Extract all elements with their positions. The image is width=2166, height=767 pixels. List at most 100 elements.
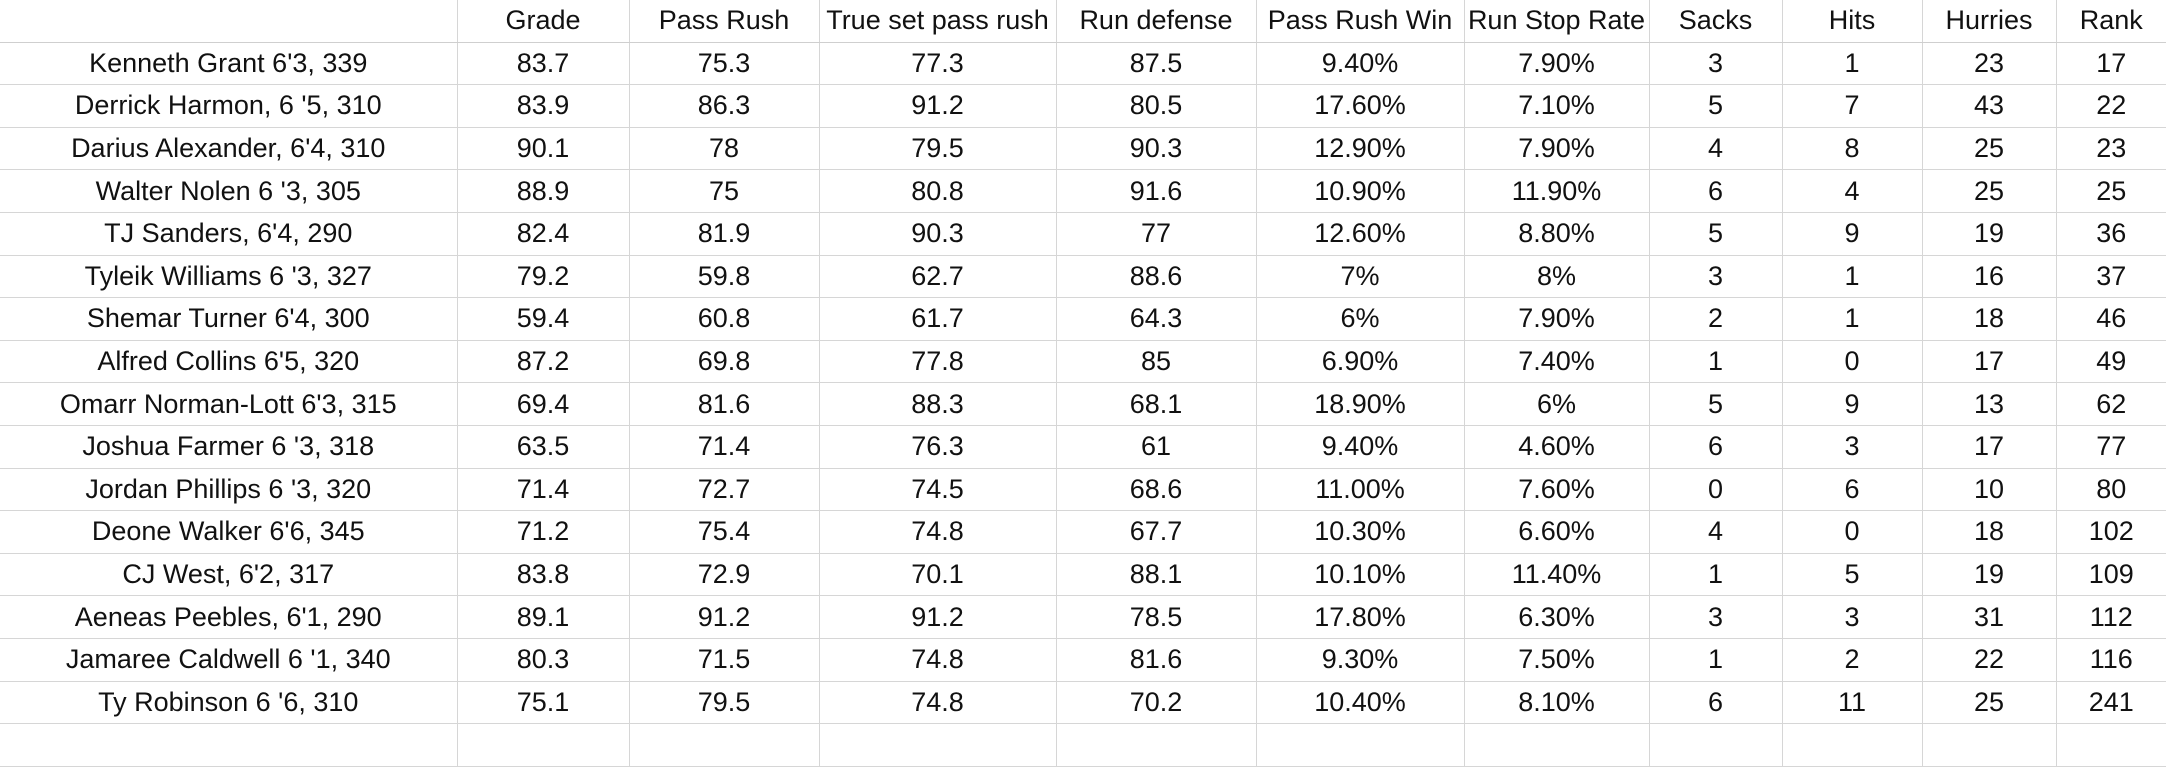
- cell-run-stop-rate[interactable]: 7.90%: [1464, 297, 1650, 341]
- cell-grade[interactable]: 83.9: [457, 84, 630, 128]
- cell-pass-rush-win[interactable]: 10.30%: [1256, 510, 1465, 554]
- cell-sacks[interactable]: 6: [1649, 425, 1783, 469]
- header-cell-pass-rush-win[interactable]: Pass Rush Win: [1256, 0, 1465, 43]
- cell-hits[interactable]: 0: [1782, 510, 1923, 554]
- cell-hits[interactable]: 1: [1782, 42, 1923, 86]
- cell-pass-rush[interactable]: 79.5: [629, 681, 820, 725]
- cell-rank[interactable]: 112: [2056, 595, 2166, 639]
- cell-run-stop-rate[interactable]: 8.80%: [1464, 212, 1650, 256]
- header-cell-name[interactable]: [0, 0, 458, 43]
- cell-pass-rush[interactable]: 75: [629, 169, 820, 213]
- cell-rank[interactable]: 17: [2056, 42, 2166, 86]
- cell-sacks[interactable]: 1: [1649, 340, 1783, 384]
- cell-rank[interactable]: 241: [2056, 681, 2166, 725]
- cell-run-defense[interactable]: 87.5: [1056, 42, 1257, 86]
- cell-rank[interactable]: 22: [2056, 84, 2166, 128]
- cell-run-stop-rate[interactable]: 6%: [1464, 382, 1650, 426]
- cell-pass-rush[interactable]: 60.8: [629, 297, 820, 341]
- cell-rank[interactable]: 25: [2056, 169, 2166, 213]
- cell-grade[interactable]: [457, 723, 630, 767]
- cell-hits[interactable]: 0: [1782, 340, 1923, 384]
- cell-pass-rush-win[interactable]: 7%: [1256, 255, 1465, 299]
- cell-hurries[interactable]: 18: [1922, 297, 2057, 341]
- cell-run-stop-rate[interactable]: 11.40%: [1464, 553, 1650, 597]
- cell-hits[interactable]: 6: [1782, 468, 1923, 512]
- cell-hits[interactable]: 2: [1782, 638, 1923, 682]
- cell-run-stop-rate[interactable]: 7.10%: [1464, 84, 1650, 128]
- cell-name[interactable]: Aeneas Peebles, 6'1, 290: [0, 595, 458, 639]
- cell-rank[interactable]: 109: [2056, 553, 2166, 597]
- cell-true-set-pass-rush[interactable]: 91.2: [819, 84, 1057, 128]
- cell-name[interactable]: [0, 723, 458, 767]
- cell-run-stop-rate[interactable]: [1464, 723, 1650, 767]
- cell-name[interactable]: Derrick Harmon, 6 '5, 310: [0, 84, 458, 128]
- cell-grade[interactable]: 88.9: [457, 169, 630, 213]
- cell-hurries[interactable]: 22: [1922, 638, 2057, 682]
- cell-rank[interactable]: 23: [2056, 127, 2166, 171]
- cell-grade[interactable]: 69.4: [457, 382, 630, 426]
- cell-pass-rush-win[interactable]: 17.60%: [1256, 84, 1465, 128]
- cell-grade[interactable]: 82.4: [457, 212, 630, 256]
- cell-sacks[interactable]: 1: [1649, 553, 1783, 597]
- cell-true-set-pass-rush[interactable]: 76.3: [819, 425, 1057, 469]
- cell-hurries[interactable]: 23: [1922, 42, 2057, 86]
- cell-name[interactable]: Jamaree Caldwell 6 '1, 340: [0, 638, 458, 682]
- cell-grade[interactable]: 87.2: [457, 340, 630, 384]
- cell-run-defense[interactable]: 85: [1056, 340, 1257, 384]
- cell-run-stop-rate[interactable]: 8%: [1464, 255, 1650, 299]
- cell-hits[interactable]: 11: [1782, 681, 1923, 725]
- cell-run-stop-rate[interactable]: 6.30%: [1464, 595, 1650, 639]
- cell-name[interactable]: Tyleik Williams 6 '3, 327: [0, 255, 458, 299]
- cell-pass-rush-win[interactable]: [1256, 723, 1465, 767]
- cell-true-set-pass-rush[interactable]: 79.5: [819, 127, 1057, 171]
- cell-run-defense[interactable]: 90.3: [1056, 127, 1257, 171]
- cell-true-set-pass-rush[interactable]: 77.3: [819, 42, 1057, 86]
- cell-pass-rush-win[interactable]: 10.40%: [1256, 681, 1465, 725]
- cell-pass-rush-win[interactable]: 9.40%: [1256, 425, 1465, 469]
- cell-sacks[interactable]: 1: [1649, 638, 1783, 682]
- cell-run-stop-rate[interactable]: 4.60%: [1464, 425, 1650, 469]
- cell-sacks[interactable]: 6: [1649, 681, 1783, 725]
- header-cell-grade[interactable]: Grade: [457, 0, 630, 43]
- cell-pass-rush[interactable]: 75.3: [629, 42, 820, 86]
- cell-run-defense[interactable]: 67.7: [1056, 510, 1257, 554]
- cell-hurries[interactable]: 13: [1922, 382, 2057, 426]
- cell-pass-rush[interactable]: 81.9: [629, 212, 820, 256]
- cell-hurries[interactable]: 43: [1922, 84, 2057, 128]
- cell-pass-rush-win[interactable]: 6.90%: [1256, 340, 1465, 384]
- cell-hits[interactable]: 9: [1782, 382, 1923, 426]
- cell-run-defense[interactable]: 81.6: [1056, 638, 1257, 682]
- cell-pass-rush-win[interactable]: 18.90%: [1256, 382, 1465, 426]
- cell-grade[interactable]: 83.7: [457, 42, 630, 86]
- cell-name[interactable]: Kenneth Grant 6'3, 339: [0, 42, 458, 86]
- cell-true-set-pass-rush[interactable]: 90.3: [819, 212, 1057, 256]
- cell-sacks[interactable]: 5: [1649, 212, 1783, 256]
- cell-hits[interactable]: 3: [1782, 425, 1923, 469]
- cell-pass-rush[interactable]: [629, 723, 820, 767]
- cell-pass-rush-win[interactable]: 11.00%: [1256, 468, 1465, 512]
- cell-hits[interactable]: 8: [1782, 127, 1923, 171]
- cell-true-set-pass-rush[interactable]: 74.8: [819, 681, 1057, 725]
- cell-true-set-pass-rush[interactable]: 74.8: [819, 510, 1057, 554]
- cell-hits[interactable]: 7: [1782, 84, 1923, 128]
- cell-sacks[interactable]: 3: [1649, 255, 1783, 299]
- cell-pass-rush-win[interactable]: 10.90%: [1256, 169, 1465, 213]
- cell-run-stop-rate[interactable]: 8.10%: [1464, 681, 1650, 725]
- cell-sacks[interactable]: 4: [1649, 510, 1783, 554]
- cell-run-defense[interactable]: 88.1: [1056, 553, 1257, 597]
- cell-pass-rush-win[interactable]: 10.10%: [1256, 553, 1465, 597]
- cell-sacks[interactable]: 3: [1649, 595, 1783, 639]
- cell-true-set-pass-rush[interactable]: 74.8: [819, 638, 1057, 682]
- header-cell-pass-rush[interactable]: Pass Rush: [629, 0, 820, 43]
- cell-name[interactable]: Omarr Norman-Lott 6'3, 315: [0, 382, 458, 426]
- cell-pass-rush[interactable]: 72.9: [629, 553, 820, 597]
- cell-run-stop-rate[interactable]: 7.60%: [1464, 468, 1650, 512]
- cell-hits[interactable]: 1: [1782, 297, 1923, 341]
- cell-rank[interactable]: 37: [2056, 255, 2166, 299]
- cell-sacks[interactable]: 2: [1649, 297, 1783, 341]
- cell-hits[interactable]: 9: [1782, 212, 1923, 256]
- cell-hurries[interactable]: 19: [1922, 553, 2057, 597]
- cell-true-set-pass-rush[interactable]: 62.7: [819, 255, 1057, 299]
- cell-hurries[interactable]: 19: [1922, 212, 2057, 256]
- cell-true-set-pass-rush[interactable]: 88.3: [819, 382, 1057, 426]
